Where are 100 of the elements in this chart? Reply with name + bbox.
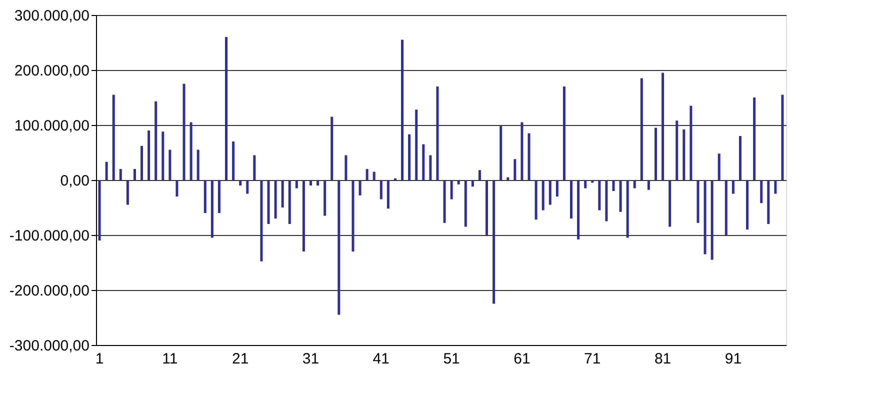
bar bbox=[204, 180, 206, 213]
bar bbox=[647, 180, 650, 190]
y-tick-label: -100.000,00 bbox=[9, 228, 90, 244]
bar bbox=[514, 159, 516, 180]
bar bbox=[330, 116, 334, 180]
x-tick-label: 91 bbox=[724, 350, 742, 368]
bar bbox=[148, 130, 150, 180]
bar bbox=[640, 78, 643, 180]
bar bbox=[196, 150, 200, 180]
bar bbox=[612, 180, 615, 191]
y-tick-label: 200.000,00 bbox=[14, 62, 90, 80]
bar bbox=[724, 180, 728, 235]
bar bbox=[696, 180, 700, 223]
bar bbox=[422, 144, 425, 180]
y-tick-label: 0,00 bbox=[60, 172, 90, 190]
x-tick-label: 51 bbox=[443, 350, 460, 368]
y-tick-label: 300.000,00 bbox=[14, 8, 90, 24]
x-tick-label: 1 bbox=[95, 350, 104, 368]
bar bbox=[654, 128, 657, 180]
bar bbox=[598, 180, 601, 210]
x-tick-label: 11 bbox=[162, 350, 178, 368]
bar bbox=[119, 169, 122, 180]
bar bbox=[352, 180, 354, 252]
bar bbox=[253, 155, 256, 180]
bar bbox=[584, 180, 587, 188]
bar bbox=[344, 155, 348, 180]
bar bbox=[486, 180, 488, 236]
bar bbox=[710, 180, 714, 260]
bar bbox=[562, 86, 566, 180]
bar bbox=[182, 84, 186, 180]
bar bbox=[168, 150, 172, 180]
bar bbox=[232, 142, 235, 180]
x-tick-label: 21 bbox=[232, 350, 249, 368]
bar bbox=[267, 180, 270, 224]
bar bbox=[542, 180, 544, 210]
bar bbox=[471, 180, 474, 187]
bar bbox=[380, 180, 382, 200]
bar bbox=[218, 180, 220, 213]
bar bbox=[633, 180, 636, 188]
bar bbox=[520, 122, 524, 180]
bar bbox=[140, 146, 144, 180]
bar bbox=[591, 180, 594, 183]
bar bbox=[443, 180, 446, 223]
bar bbox=[239, 180, 242, 186]
bar bbox=[372, 172, 376, 180]
bar bbox=[225, 37, 228, 180]
bar bbox=[316, 180, 320, 186]
bar bbox=[338, 180, 340, 315]
bar bbox=[358, 180, 362, 196]
bar bbox=[682, 129, 686, 180]
x-tick-label: 31 bbox=[302, 350, 320, 368]
bar bbox=[528, 133, 530, 180]
bar bbox=[570, 180, 573, 218]
bar bbox=[436, 86, 439, 180]
bar bbox=[492, 180, 496, 304]
bar bbox=[274, 180, 277, 218]
y-tick-label: -300.000,00 bbox=[9, 338, 90, 354]
bar bbox=[556, 180, 558, 196]
bar bbox=[260, 180, 263, 262]
bar bbox=[732, 180, 734, 194]
bar bbox=[690, 106, 692, 180]
bar bbox=[676, 120, 678, 180]
bar bbox=[548, 180, 552, 205]
bar bbox=[577, 180, 580, 240]
bar bbox=[718, 154, 720, 180]
bar bbox=[176, 180, 178, 196]
bar bbox=[324, 180, 326, 216]
bar bbox=[767, 180, 770, 224]
bar bbox=[386, 180, 390, 209]
bar bbox=[619, 180, 622, 212]
bar bbox=[415, 110, 418, 180]
bar bbox=[774, 180, 777, 194]
bar bbox=[429, 155, 432, 180]
bar bbox=[190, 122, 192, 180]
bar bbox=[760, 180, 763, 204]
x-tick-label: 81 bbox=[654, 350, 672, 368]
bar bbox=[154, 101, 158, 180]
bar bbox=[534, 180, 538, 220]
bar bbox=[500, 126, 502, 180]
bar bbox=[133, 169, 136, 180]
bar bbox=[288, 180, 291, 224]
bar bbox=[98, 180, 101, 240]
bar bbox=[746, 180, 749, 230]
bar bbox=[210, 180, 214, 238]
bar bbox=[309, 180, 312, 186]
bar bbox=[626, 180, 629, 238]
x-tick-label: 41 bbox=[372, 350, 390, 368]
bar bbox=[738, 136, 742, 180]
bar bbox=[478, 170, 481, 180]
bar bbox=[246, 180, 249, 194]
bar bbox=[408, 134, 411, 180]
bar bbox=[662, 72, 664, 180]
bar bbox=[781, 94, 784, 180]
bar bbox=[302, 180, 305, 252]
bar bbox=[401, 40, 404, 180]
bar bbox=[162, 132, 164, 180]
bar bbox=[605, 180, 608, 222]
bar bbox=[281, 180, 284, 208]
y-tick-label: 100.000,00 bbox=[14, 118, 90, 134]
bar bbox=[753, 98, 756, 180]
